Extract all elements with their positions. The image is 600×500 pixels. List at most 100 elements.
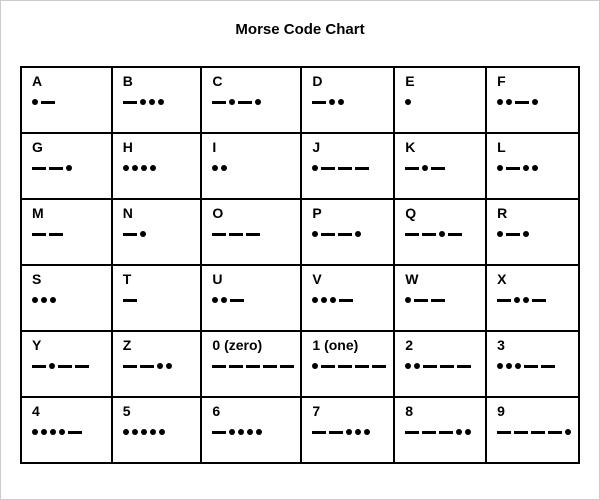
morse-sequence [312, 160, 387, 176]
chart-cell: N [112, 199, 202, 265]
cell-label: O [212, 206, 294, 220]
dot-icon [159, 429, 165, 435]
morse-sequence [405, 94, 479, 110]
cell-label: T [123, 272, 195, 286]
chart-cell: I [201, 133, 301, 199]
morse-sequence [405, 292, 479, 308]
cell-label: G [32, 140, 105, 154]
dash-icon [212, 365, 226, 368]
dash-icon [355, 365, 369, 368]
chart-cell: K [394, 133, 486, 199]
chart-cell: E [394, 67, 486, 133]
dash-icon [58, 365, 72, 368]
chart-row: MNOPQR [21, 199, 579, 265]
dot-icon [312, 165, 318, 171]
dash-icon [422, 431, 436, 434]
chart-row: STUVWX [21, 265, 579, 331]
morse-sequence [312, 226, 387, 242]
dot-icon [49, 363, 55, 369]
dash-icon [524, 365, 538, 368]
cell-label: 1 (one) [312, 338, 387, 352]
chart-cell: C [201, 67, 301, 133]
dot-icon [212, 165, 218, 171]
dot-icon [141, 165, 147, 171]
dash-icon [514, 431, 528, 434]
dot-icon [506, 363, 512, 369]
dash-icon [229, 365, 243, 368]
dot-icon [532, 99, 538, 105]
dot-icon [140, 99, 146, 105]
chart-cell: F [486, 67, 579, 133]
morse-sequence [497, 94, 572, 110]
dot-icon [346, 429, 352, 435]
cell-label: 3 [497, 338, 572, 352]
dash-icon [212, 233, 226, 236]
dash-icon [439, 431, 453, 434]
chart-title: Morse Code Chart [11, 21, 589, 38]
dot-icon [123, 165, 129, 171]
chart-cell: D [301, 67, 394, 133]
morse-sequence [123, 226, 195, 242]
dot-icon [497, 231, 503, 237]
dash-icon [440, 365, 454, 368]
dash-icon [422, 233, 436, 236]
dot-icon [247, 429, 253, 435]
dot-icon [523, 297, 529, 303]
dot-icon [140, 231, 146, 237]
chart-cell: 9 [486, 397, 579, 463]
dot-icon [422, 165, 428, 171]
chart-row: ABCDEF [21, 67, 579, 133]
dash-icon [312, 101, 326, 104]
dot-icon [229, 99, 235, 105]
chart-row: YZ0 (zero)1 (one)23 [21, 331, 579, 397]
cell-label: W [405, 272, 479, 286]
dash-icon [123, 233, 137, 236]
cell-label: Q [405, 206, 479, 220]
chart-cell: 8 [394, 397, 486, 463]
cell-label: F [497, 74, 572, 88]
cell-label: J [312, 140, 387, 154]
dash-icon [75, 365, 89, 368]
chart-cell: Q [394, 199, 486, 265]
chart-cell: P [301, 199, 394, 265]
morse-sequence [497, 160, 572, 176]
dash-icon [548, 431, 562, 434]
dash-icon [515, 101, 529, 104]
dot-icon [330, 297, 336, 303]
dot-icon [506, 99, 512, 105]
dot-icon [338, 99, 344, 105]
morse-sequence [212, 292, 294, 308]
morse-sequence [212, 424, 294, 440]
dot-icon [497, 363, 503, 369]
dash-icon [312, 431, 326, 434]
dash-icon [339, 299, 353, 302]
chart-row: GHIJKL [21, 133, 579, 199]
dot-icon [150, 165, 156, 171]
dot-icon [355, 231, 361, 237]
cell-label: P [312, 206, 387, 220]
dot-icon [456, 429, 462, 435]
dot-icon [32, 429, 38, 435]
dash-icon [140, 365, 154, 368]
dash-icon [448, 233, 462, 236]
morse-sequence [405, 226, 479, 242]
dash-icon [280, 365, 294, 368]
dash-icon [68, 431, 82, 434]
dash-icon [338, 365, 352, 368]
chart-cell: 0 (zero) [201, 331, 301, 397]
chart-cell: T [112, 265, 202, 331]
cell-label: 7 [312, 404, 387, 418]
dash-icon [41, 101, 55, 104]
dash-icon [49, 167, 63, 170]
morse-sequence [212, 160, 294, 176]
dash-icon [531, 431, 545, 434]
chart-cell: Y [21, 331, 112, 397]
morse-sequence [312, 358, 387, 374]
chart-cell: R [486, 199, 579, 265]
chart-cell: O [201, 199, 301, 265]
dash-icon [123, 101, 137, 104]
chart-cell: B [112, 67, 202, 133]
morse-sequence [497, 226, 572, 242]
dash-icon [497, 299, 511, 302]
dot-icon [364, 429, 370, 435]
